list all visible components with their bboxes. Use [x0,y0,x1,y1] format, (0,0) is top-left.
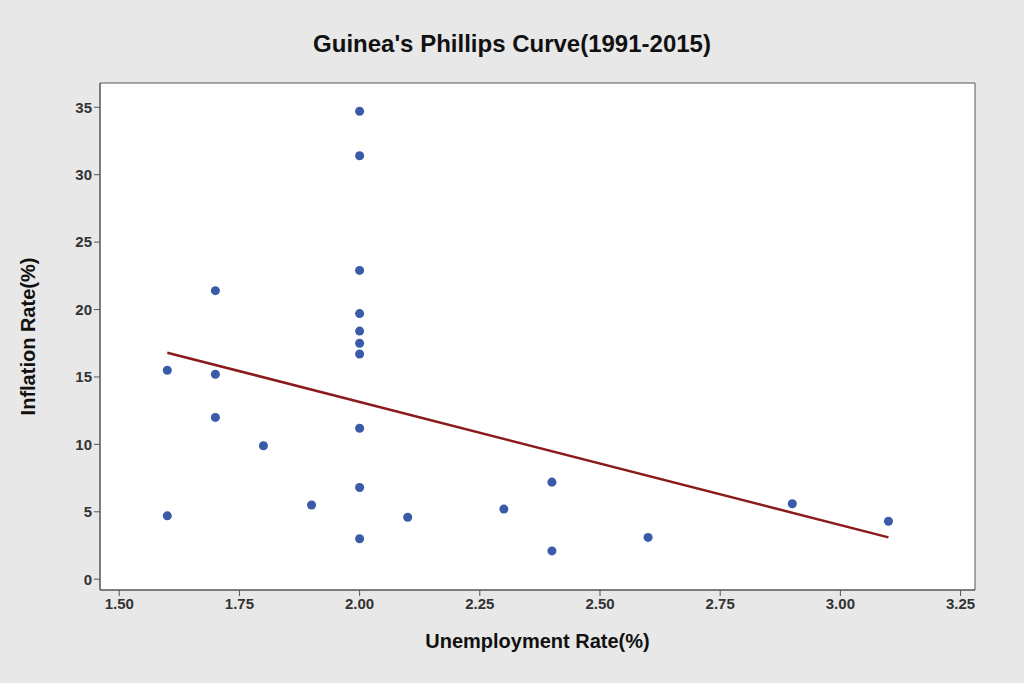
svg-text:1.75: 1.75 [225,595,254,612]
svg-text:15: 15 [75,368,92,385]
svg-text:5: 5 [84,503,92,520]
svg-text:10: 10 [75,436,92,453]
svg-text:Unemployment Rate(%): Unemployment Rate(%) [425,630,649,652]
html-text:Guinea's Phillips Curve(1991-2: Guinea's Phillips Curve(1991-2015) [313,30,711,57]
svg-text:0: 0 [84,571,92,588]
svg-text:2.75: 2.75 [706,595,735,612]
svg-text:2.00: 2.00 [345,595,374,612]
svg-text:1.50: 1.50 [105,595,134,612]
svg-text:Inflation Rate(%): Inflation Rate(%) [17,258,39,416]
svg-text:3.00: 3.00 [826,595,855,612]
svg-text:35: 35 [75,99,92,116]
svg-text:25: 25 [75,233,92,250]
svg-text:20: 20 [75,301,92,318]
svg-text:3.25: 3.25 [946,595,975,612]
svg-text:2.25: 2.25 [465,595,494,612]
svg-text:30: 30 [75,166,92,183]
svg-text:2.50: 2.50 [585,595,614,612]
